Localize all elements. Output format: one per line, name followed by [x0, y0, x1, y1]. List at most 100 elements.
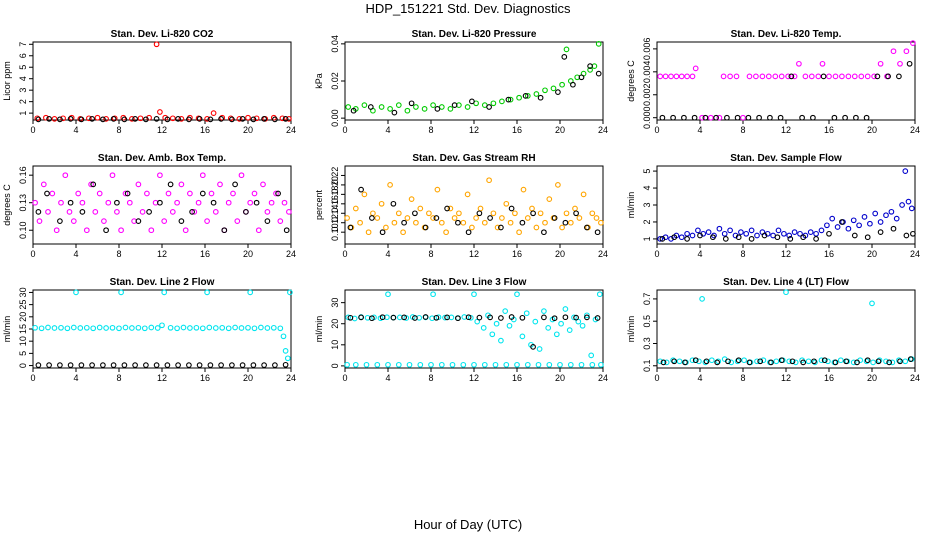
data-point — [863, 114, 870, 121]
x-tick-label: 4 — [73, 373, 78, 383]
data-point — [199, 190, 206, 197]
data-point — [378, 200, 385, 207]
data-point — [208, 190, 215, 197]
data-point — [907, 356, 914, 362]
data-point — [587, 67, 593, 73]
data-point — [681, 114, 687, 121]
data-point — [408, 196, 415, 202]
data-point — [67, 199, 74, 206]
y-tick-label: 30 — [330, 298, 340, 308]
data-point — [516, 229, 522, 236]
panel-2: Stan. Dev. Li-820 Pressure kPa 0 4 8 12 16 20 24… — [314, 29, 608, 135]
data-point — [854, 359, 860, 366]
data-point — [487, 215, 493, 221]
data-point — [542, 219, 548, 226]
data-point — [705, 229, 712, 235]
data-point — [345, 314, 352, 321]
data-point — [673, 73, 680, 80]
data-point — [51, 325, 58, 331]
x-tick-label: 16 — [824, 249, 834, 259]
data-point — [689, 232, 696, 239]
x-tick-label: 8 — [428, 125, 433, 135]
data-point — [406, 361, 413, 368]
data-point — [105, 199, 112, 206]
data-point — [567, 361, 574, 368]
data-point — [178, 218, 185, 224]
x-tick-label: 16 — [200, 249, 210, 259]
data-point — [401, 314, 407, 321]
data-point — [191, 209, 198, 215]
data-point — [417, 361, 424, 368]
data-point — [444, 205, 450, 212]
data-point — [702, 114, 709, 121]
data-point — [218, 116, 224, 122]
data-point — [558, 320, 564, 327]
x-tick-label: 24 — [910, 249, 920, 259]
data-point — [169, 209, 176, 215]
data-point — [433, 314, 440, 321]
data-point — [421, 106, 428, 112]
data-point — [473, 215, 479, 221]
x-tick-label: 12 — [157, 373, 167, 383]
data-point — [51, 116, 58, 122]
data-point — [678, 73, 685, 80]
data-point — [75, 190, 82, 197]
data-point — [391, 219, 398, 226]
data-point — [889, 359, 896, 366]
data-point — [541, 229, 547, 236]
data-point — [888, 208, 895, 215]
data-point — [261, 116, 267, 122]
data-point — [875, 358, 882, 365]
y-tick-label: 0.7 — [642, 293, 652, 306]
data-point — [118, 289, 124, 296]
y-tick-label: 0 — [18, 363, 28, 368]
data-point — [408, 100, 415, 107]
plot-frame — [344, 289, 604, 369]
data-point — [537, 210, 544, 217]
data-point — [178, 116, 185, 122]
plot-frame — [32, 41, 292, 121]
x-tick-label: 4 — [385, 125, 390, 135]
data-point — [383, 224, 389, 231]
data-point — [707, 114, 714, 121]
data-point — [258, 324, 264, 331]
data-point — [46, 362, 52, 368]
x-tick-label: 0 — [342, 249, 347, 259]
data-point — [344, 361, 350, 368]
data-point — [286, 209, 292, 215]
data-point — [829, 215, 836, 222]
data-point — [238, 172, 245, 179]
data-point — [207, 362, 214, 368]
data-point — [261, 362, 267, 368]
data-point — [126, 199, 133, 206]
y-tick-label: 0.000 — [642, 106, 652, 129]
data-point — [530, 344, 536, 350]
data-point — [347, 314, 354, 321]
data-point — [791, 229, 798, 235]
data-point — [210, 199, 217, 206]
data-point — [219, 114, 226, 121]
data-point — [724, 114, 730, 121]
y-tick-label: 0 — [330, 363, 340, 368]
data-point — [390, 200, 397, 207]
data-point — [734, 358, 741, 365]
data-point — [400, 229, 406, 236]
panel-title: Stan. Dev. Line 3 Flow — [422, 277, 527, 288]
data-point — [757, 358, 764, 365]
y-tick-label: 0.10 — [18, 221, 28, 239]
data-point — [699, 296, 705, 302]
x-tick-label: 16 — [824, 125, 834, 135]
data-point — [559, 224, 565, 231]
data-point — [264, 209, 271, 215]
data-point — [598, 361, 604, 368]
data-point — [358, 314, 364, 321]
data-point — [477, 205, 484, 212]
data-point — [697, 232, 703, 239]
data-point — [345, 104, 352, 110]
panel-title: Stan. Dev. Li-820 Pressure — [412, 29, 537, 40]
panel-5: Stan. Dev. Gas Stream RH percent 0 4 8 12 16 20… — [314, 153, 608, 259]
data-point — [456, 210, 462, 217]
data-point — [36, 218, 43, 224]
data-point — [230, 190, 236, 197]
y-tick-label: 0.12 — [330, 214, 340, 232]
